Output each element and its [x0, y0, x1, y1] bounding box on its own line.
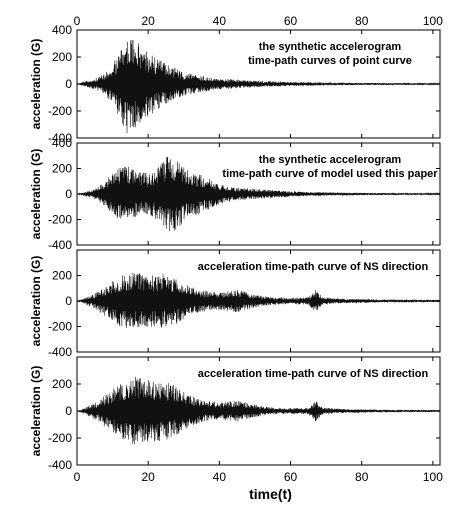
y-axis-label: acceleration (G) [29, 149, 43, 240]
y-tick-label: 400 [52, 23, 72, 37]
panel-annotation: acceleration time-path curve of NS direc… [198, 368, 429, 380]
panel-annotation: the synthetic accelerogram [259, 41, 402, 53]
x-tick-bottom-4: 80 [355, 470, 369, 484]
x-tick-bottom-0: 0 [74, 470, 81, 484]
y-tick-label: 200 [52, 377, 72, 391]
y-tick-label: -400 [48, 131, 72, 145]
y-axis-label: acceleration (G) [29, 366, 43, 457]
panel-annotation: the synthetic accelerogram [259, 154, 402, 166]
x-tick-top-4: 80 [355, 14, 369, 28]
y-tick-label: 0 [65, 187, 72, 201]
y-tick-label: -400 [48, 345, 72, 359]
y-tick-label: 400 [52, 136, 72, 150]
x-tick-top-0: 0 [74, 14, 81, 28]
x-tick-bottom-3: 60 [284, 470, 298, 484]
panel-annotation: time-path curves of point curve [248, 55, 412, 67]
y-tick-label: -400 [48, 458, 72, 472]
x-tick-bottom-2: 40 [213, 470, 227, 484]
panel-2: 400 200 0 -200 -400 acceleration (G) the synth… [29, 136, 441, 252]
y-tick-label: 200 [52, 269, 72, 283]
panel-1: 400 200 0 -200 -400 acceleration (G) the synth… [29, 23, 441, 145]
y-axis-label: acceleration (G) [29, 256, 43, 347]
y-axis-label: acceleration (G) [29, 39, 43, 130]
y-tick-label: 200 [52, 162, 72, 176]
x-axis-label: time(t) [249, 486, 292, 502]
waveform-trace [77, 376, 440, 445]
y-tick-label: 0 [65, 294, 72, 308]
panel-3: 200 0 -200 -400 acceleration (G) acceleration… [29, 249, 441, 359]
y-tick-label: 0 [65, 77, 72, 91]
waveform-trace [77, 39, 440, 134]
y-tick-label: -200 [48, 104, 72, 118]
waveform-trace [77, 157, 440, 231]
panel-annotation: time-path curve of model used this paper [222, 168, 438, 180]
y-tick-label: -200 [48, 320, 72, 334]
y-tick-label: -200 [48, 213, 72, 227]
x-tick-bottom-5: 100 [423, 470, 443, 484]
y-tick-label: -400 [48, 238, 72, 252]
x-tick-top-1: 20 [141, 14, 155, 28]
x-tick-top-2: 40 [213, 14, 227, 28]
x-tick-top-5: 100 [423, 14, 443, 28]
y-tick-label: 0 [65, 404, 72, 418]
panel-annotation: acceleration time-path curve of NS direc… [198, 261, 429, 273]
y-tick-label: 200 [52, 50, 72, 64]
x-tick-top-3: 60 [284, 14, 298, 28]
waveform-trace [77, 272, 440, 328]
panel-4: 200 0 -200 -400 acceleration (G) acceleration… [29, 356, 441, 472]
y-tick-label: -200 [48, 431, 72, 445]
x-tick-bottom-1: 20 [141, 470, 155, 484]
